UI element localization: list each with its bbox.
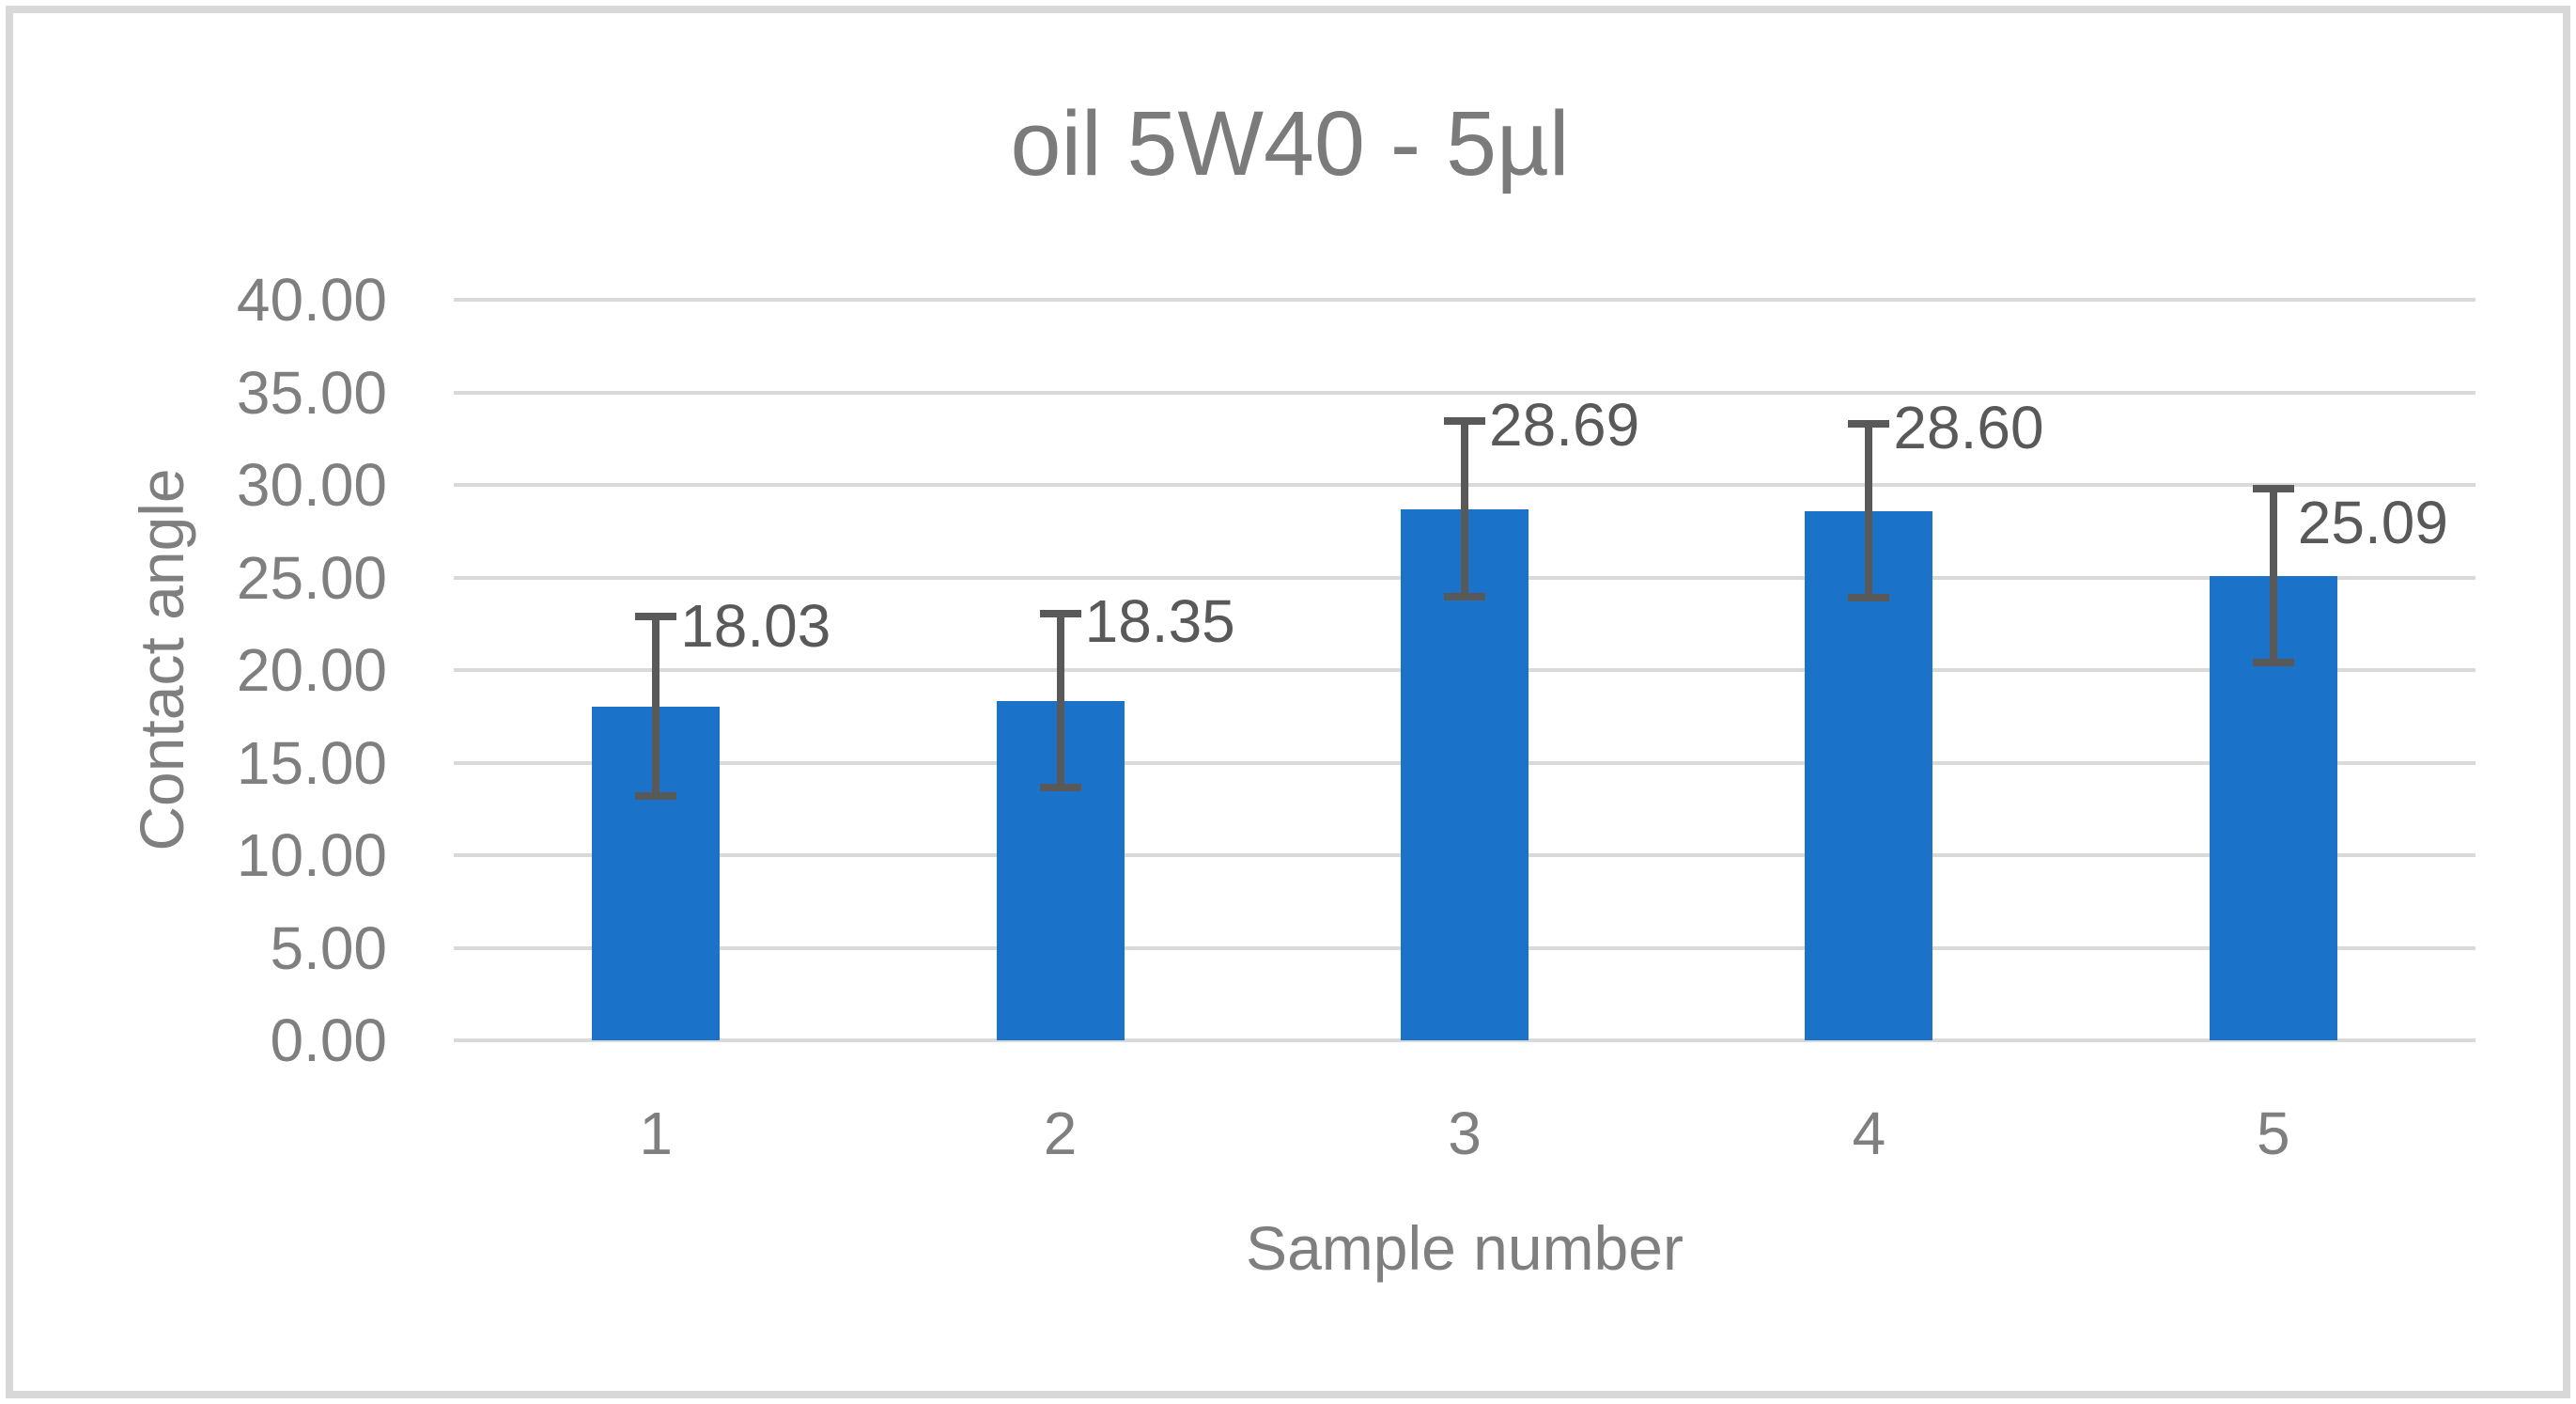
data-label: 28.69 [1489, 391, 1640, 460]
y-tick-label: 40.00 [236, 266, 387, 334]
y-tick-label: 20.00 [236, 636, 387, 704]
y-tick-label: 0.00 [270, 1006, 387, 1074]
data-label: 28.60 [1893, 393, 2044, 461]
data-label: 18.03 [680, 592, 831, 661]
x-category-label: 1 [639, 1100, 673, 1167]
error-bar-line [2269, 489, 2277, 663]
error-bar-cap-bottom [1039, 784, 1081, 792]
error-bar-line [652, 616, 660, 797]
error-bar-cap-top [1444, 417, 1485, 426]
y-tick-label: 30.00 [236, 451, 387, 519]
x-category-label: 5 [2257, 1100, 2290, 1167]
error-bar-cap-bottom [2252, 659, 2294, 667]
error-bar-cap-bottom [1444, 593, 1485, 601]
y-tick-label: 15.00 [236, 728, 387, 797]
gridline [454, 1038, 2475, 1042]
x-category-label: 3 [1448, 1100, 1482, 1167]
gridline [454, 298, 2475, 302]
error-bar-cap-bottom [1848, 594, 1890, 602]
x-category-label: 4 [1852, 1100, 1886, 1167]
error-bar-cap-top [635, 613, 677, 621]
error-bar-cap-top [1848, 419, 1890, 428]
chart-title: oil 5W40 - 5µl [1010, 92, 1570, 195]
y-tick-label: 5.00 [270, 913, 387, 982]
y-tick-label: 25.00 [236, 543, 387, 612]
error-bar-cap-top [1039, 609, 1081, 617]
y-tick-label: 35.00 [236, 358, 387, 427]
x-axis-title: Sample number [1246, 1213, 1684, 1283]
data-label: 18.35 [1084, 586, 1235, 655]
chart-border [6, 6, 2570, 1398]
error-bar-cap-bottom [635, 792, 677, 801]
error-bar-line [1056, 613, 1064, 788]
error-bar-line [1865, 423, 1873, 599]
x-category-label: 2 [1043, 1100, 1078, 1167]
data-label: 25.09 [2297, 489, 2448, 557]
y-tick-label: 10.00 [236, 821, 387, 889]
error-bar-cap-top [2252, 485, 2294, 493]
error-bar-line [1461, 421, 1468, 598]
gridline [454, 390, 2475, 395]
